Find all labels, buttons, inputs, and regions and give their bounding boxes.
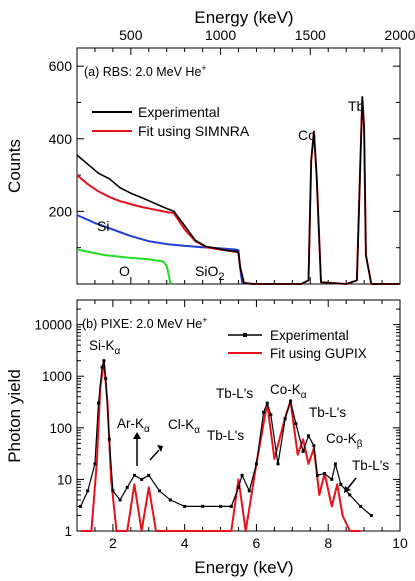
x-tick-label-top-a: 1500: [295, 27, 326, 43]
y-tick-label-b: 10000: [34, 318, 72, 333]
legend-label-fit-rbs: Fit using SIMNRA: [138, 123, 250, 139]
data-point-experimental-pixe: [283, 417, 287, 421]
data-point-experimental-pixe: [339, 482, 343, 486]
data-point-experimental-pixe: [97, 401, 101, 405]
data-point-experimental-pixe: [301, 449, 305, 453]
pixe-y-axis-label: Photon yield: [5, 369, 24, 463]
data-point-experimental-pixe: [100, 365, 104, 369]
data-point-experimental-pixe: [312, 444, 316, 448]
pixe-panel-title: (b) PIXE: 2.0 MeV He+: [82, 315, 207, 331]
data-point-experimental-pixe: [219, 504, 223, 508]
x-tick-label-top-a: 1000: [205, 27, 236, 43]
series-experimental-rbs: [76, 96, 400, 285]
legend-label-fit-pixe: Fit using GUPIX: [270, 346, 367, 361]
label-si: Si: [97, 218, 109, 234]
x-tick-label-top-a: 2000: [384, 27, 415, 43]
data-point-experimental-pixe: [201, 504, 205, 508]
data-point-experimental-pixe: [330, 477, 334, 481]
y-tick-label-b: 100: [49, 421, 72, 436]
x-tick-label-b: 2: [109, 535, 117, 551]
top-x-axis-label: Energy (keV): [194, 8, 293, 27]
label-si-k: Si-Kα: [89, 338, 121, 357]
pixe-panel: 2 4 6 8 10 1 10 100 1000 10000 Photon yield Energ…: [5, 299, 408, 577]
data-point-experimental-pixe: [237, 485, 240, 489]
pixe-curves: [79, 359, 373, 532]
data-point-experimental-pixe: [86, 489, 90, 493]
data-point-experimental-pixe: [294, 422, 298, 426]
label-tb-l-2: Tb-L's: [216, 386, 253, 401]
label-tb-l-3: Tb-L's: [309, 405, 346, 420]
arrowhead-tb-l-4: [344, 486, 351, 493]
data-point-experimental-pixe: [79, 504, 83, 508]
y-tick-label-b: 10: [57, 472, 72, 487]
label-co-ka: Co-Kα: [270, 382, 307, 401]
x-tick-label-b: 4: [181, 535, 189, 551]
data-point-experimental-pixe: [125, 485, 129, 489]
data-point-experimental-pixe: [348, 493, 352, 497]
y-tick-label-a: 400: [49, 131, 73, 147]
label-tb-l-4: Tb-L's: [352, 458, 389, 473]
data-point-experimental-pixe: [140, 477, 144, 481]
pixe-ticks: 2 4 6 8 10 1 10 100 1000 10000: [34, 299, 408, 551]
x-tick-label-b: 8: [324, 535, 332, 551]
data-point-experimental-pixe: [168, 498, 172, 502]
x-tick-label-b: 6: [253, 535, 261, 551]
data-point-experimental-pixe: [240, 473, 244, 477]
label-cl-k: Cl-Kα: [168, 417, 200, 436]
data-point-experimental-pixe: [147, 473, 151, 477]
data-point-experimental-pixe: [104, 377, 108, 381]
pixe-x-axis-label: Energy (keV): [194, 558, 293, 577]
data-point-experimental-pixe: [158, 489, 162, 493]
label-ar-k: Ar-Kα: [117, 416, 150, 435]
data-point-experimental-pixe: [269, 413, 273, 417]
data-point-experimental-pixe: [359, 504, 363, 508]
rbs-curves: [76, 96, 400, 285]
rbs-panel: Energy (keV) 500 1000 1500 2000 200 400 600 Co…: [5, 8, 415, 285]
data-point-experimental-pixe: [107, 437, 111, 441]
rbs-panel-title: (a) RBS: 2.0 MeV He+: [84, 63, 207, 79]
label-tb: Tb: [348, 98, 365, 114]
data-point-experimental-pixe: [93, 462, 97, 466]
data-point-experimental-pixe: [254, 462, 258, 466]
data-point-experimental-pixe: [247, 489, 251, 493]
series-o-component: [76, 248, 173, 285]
y-tick-label-a: 200: [49, 203, 73, 219]
x-tick-label-b: 10: [392, 535, 408, 551]
label-co-kb: Co-Kβ: [326, 431, 363, 450]
data-point-experimental-pixe: [369, 513, 373, 517]
data-point-experimental-pixe: [276, 462, 280, 466]
data-point-experimental-pixe: [265, 401, 269, 405]
data-point-experimental-pixe: [229, 504, 233, 508]
data-point-experimental-pixe: [132, 473, 136, 477]
data-point-experimental-pixe: [118, 498, 122, 502]
arrow-cl-k: [149, 449, 160, 461]
label-tb-l-1: Tb-L's: [207, 428, 244, 443]
label-sio2: SiO2: [195, 263, 224, 283]
data-point-experimental-pixe: [289, 399, 293, 403]
data-point-experimental-pixe: [306, 434, 310, 438]
legend-label-experimental-rbs: Experimental: [138, 104, 220, 120]
data-point-experimental-pixe: [323, 472, 327, 476]
legend-marker-experimental-pixe: [243, 333, 247, 337]
data-point-experimental-pixe: [333, 462, 337, 466]
arrowhead-ar-k: [133, 432, 141, 439]
label-co: Co: [298, 127, 316, 143]
data-point-experimental-pixe: [183, 504, 187, 508]
y-tick-label-a: 600: [49, 58, 73, 74]
data-point-experimental-pixe: [102, 359, 106, 363]
x-tick-label-top-a: 500: [119, 27, 143, 43]
rbs-y-axis-label: Counts: [5, 139, 24, 193]
rbs-ticks: 500 1000 1500 2000 200 400 600: [49, 27, 415, 284]
y-tick-label-b: 1000: [42, 369, 72, 384]
data-point-experimental-pixe: [111, 489, 115, 493]
legend-label-experimental-pixe: Experimental: [270, 328, 349, 343]
arrowhead-cl-k: [157, 445, 163, 452]
data-point-experimental-pixe: [315, 473, 319, 477]
rbs-plot-frame: [76, 47, 401, 285]
label-o: O: [119, 263, 130, 279]
data-point-experimental-pixe: [262, 410, 266, 414]
y-tick-label-b: 1: [64, 524, 72, 539]
arrow-tb-l-4: [347, 477, 357, 489]
